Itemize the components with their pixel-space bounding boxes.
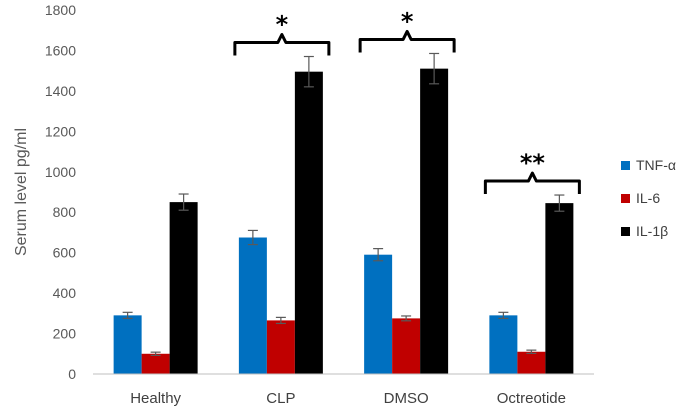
y-tick-label: 600	[53, 245, 77, 261]
y-tick-label: 200	[53, 326, 77, 342]
y-tick-label: 1200	[45, 123, 76, 139]
y-tick-label: 1800	[45, 2, 76, 18]
bar	[545, 203, 574, 374]
bars	[113, 68, 574, 375]
y-tick-label: 800	[53, 204, 77, 220]
significance-marker: *	[276, 11, 289, 39]
legend-swatch	[621, 227, 630, 236]
legend-label: TNF-α	[636, 157, 676, 173]
significance-bracket	[358, 29, 456, 53]
x-axis-categories: Healthy CLP DMSO Octreotide	[130, 390, 566, 407]
x-category-label: CLP	[266, 390, 295, 407]
y-axis-ticks: 0 200 400 600 800 1000 1200 1400 1600 1800	[45, 2, 76, 382]
significance-bracket	[233, 33, 331, 56]
y-tick-label: 1400	[45, 83, 76, 99]
bar	[266, 320, 295, 374]
y-tick-label: 0	[68, 366, 76, 382]
bar	[169, 202, 198, 374]
legend-swatch	[621, 161, 630, 170]
legend-label: IL-1β	[636, 223, 668, 239]
y-tick-label: 1000	[45, 164, 76, 180]
y-tick-label: 400	[53, 285, 77, 301]
bar	[364, 254, 393, 374]
legend-swatch	[621, 194, 630, 203]
significance-bracket	[483, 171, 581, 195]
bar	[294, 71, 323, 374]
bar	[517, 351, 546, 374]
legend: TNF-α IL-6 IL-1β	[621, 157, 676, 239]
bar	[392, 318, 421, 374]
significance-brackets: * ***	[233, 7, 581, 195]
y-axis-label: Serum level pg/ml	[13, 128, 30, 256]
significance-marker: **	[520, 149, 546, 177]
bar	[141, 353, 170, 374]
legend-label: IL-6	[636, 190, 660, 206]
x-category-label: Octreotide	[497, 390, 566, 407]
x-category-label: Healthy	[130, 390, 181, 407]
x-category-label: DMSO	[384, 390, 429, 407]
y-tick-label: 1600	[45, 42, 76, 58]
bar	[238, 237, 267, 374]
error-bars	[122, 52, 565, 356]
bar	[489, 315, 518, 374]
bar	[420, 68, 449, 375]
bar	[113, 315, 142, 374]
significance-marker: *	[401, 7, 414, 35]
